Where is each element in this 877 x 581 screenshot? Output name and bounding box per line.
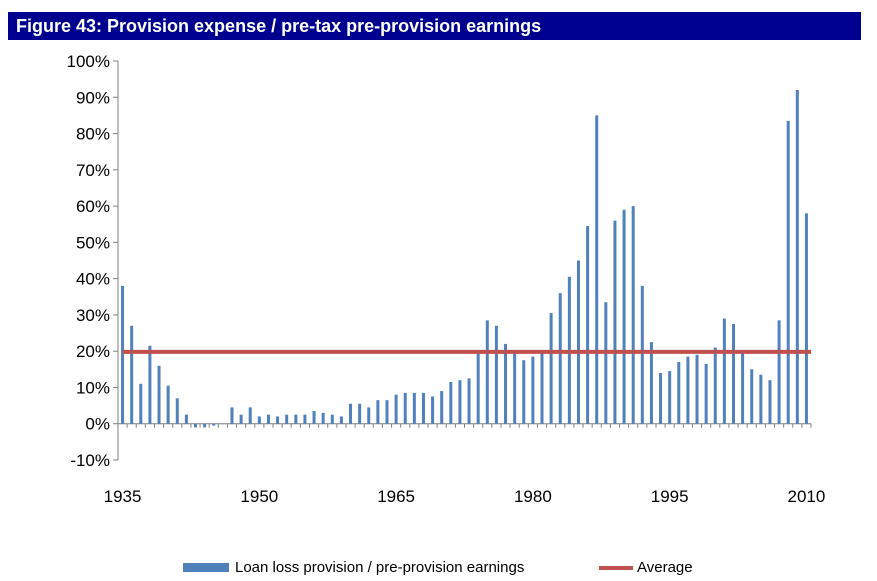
y-tick-label: 30% xyxy=(76,306,110,325)
x-tick-label: 1995 xyxy=(651,487,689,506)
bar xyxy=(121,285,125,424)
bar xyxy=(586,226,590,424)
bar xyxy=(239,414,243,424)
bar xyxy=(458,380,462,424)
bar xyxy=(640,285,644,424)
bar xyxy=(285,414,289,424)
chart-title: Figure 43: Provision expense / pre-tax p… xyxy=(16,16,542,36)
bar xyxy=(330,414,334,424)
bar xyxy=(403,392,407,424)
bar xyxy=(248,407,252,424)
bar xyxy=(531,356,535,424)
bar xyxy=(631,206,635,424)
y-tick-label: 100% xyxy=(67,52,110,71)
bar xyxy=(412,392,416,424)
bar xyxy=(613,220,617,424)
bar xyxy=(339,416,343,424)
bar xyxy=(139,383,143,424)
bar xyxy=(494,325,498,424)
bar xyxy=(431,396,435,424)
bar xyxy=(194,423,198,428)
bar xyxy=(659,372,663,424)
bar xyxy=(795,90,799,424)
bar xyxy=(649,342,653,424)
bar xyxy=(157,365,161,424)
bar xyxy=(558,293,562,424)
bar xyxy=(485,320,489,424)
bar xyxy=(504,343,508,424)
y-tick-label: 10% xyxy=(76,378,110,397)
bar xyxy=(467,378,471,424)
bar xyxy=(750,369,754,424)
x-tick-label: 1935 xyxy=(104,487,142,506)
legend-swatch-bars xyxy=(183,563,229,572)
y-tick-label: 80% xyxy=(76,125,110,144)
bar xyxy=(221,423,225,425)
bar xyxy=(367,407,371,424)
bar xyxy=(759,374,763,424)
bar xyxy=(576,260,580,424)
y-tick-label: 90% xyxy=(76,88,110,107)
y-tick-label: 50% xyxy=(76,233,110,252)
bar xyxy=(294,414,298,424)
y-tick-label: -10% xyxy=(70,451,110,470)
bar xyxy=(540,352,544,424)
y-tick-label: 70% xyxy=(76,161,110,180)
bar xyxy=(786,120,790,424)
bar xyxy=(731,323,735,424)
bar xyxy=(768,380,772,424)
bar xyxy=(257,416,261,424)
bar xyxy=(595,115,599,424)
y-tick-label: 0% xyxy=(85,415,110,434)
bar xyxy=(303,414,307,424)
bar xyxy=(549,313,553,424)
bar xyxy=(184,414,188,424)
y-tick-label: 40% xyxy=(76,270,110,289)
bar xyxy=(212,423,216,426)
bar xyxy=(148,345,152,424)
legend-label-average: Average xyxy=(637,559,693,576)
y-tick-label: 60% xyxy=(76,197,110,216)
bar xyxy=(203,423,207,428)
x-tick-label: 1980 xyxy=(514,487,552,506)
bar xyxy=(449,382,453,424)
bar xyxy=(266,414,270,424)
x-tick-label: 1950 xyxy=(240,487,278,506)
bar xyxy=(358,403,362,424)
bar xyxy=(476,352,480,424)
bar xyxy=(276,416,280,424)
bar xyxy=(622,209,626,424)
y-tick-label: 20% xyxy=(76,342,110,361)
bar xyxy=(312,411,316,424)
bar xyxy=(704,363,708,424)
bar xyxy=(166,385,170,424)
bar xyxy=(321,412,325,424)
bar xyxy=(741,352,745,424)
bar xyxy=(686,356,690,424)
bar xyxy=(349,403,353,424)
bar xyxy=(421,392,425,424)
bar xyxy=(695,354,699,424)
legend-label-bars: Loan loss provision / pre-provision earn… xyxy=(235,559,524,576)
bar xyxy=(722,318,726,424)
bar xyxy=(230,407,234,424)
bar xyxy=(668,371,672,424)
bar xyxy=(677,362,681,424)
bar xyxy=(777,320,781,424)
bar xyxy=(385,400,389,424)
bar xyxy=(804,213,808,424)
chart-title-bar: Figure 43: Provision expense / pre-tax p… xyxy=(8,12,861,40)
bar xyxy=(394,394,398,424)
bar xyxy=(513,352,517,424)
bar xyxy=(713,347,717,424)
bar xyxy=(440,391,444,424)
bar xyxy=(376,400,380,424)
bar xyxy=(522,360,526,424)
bar xyxy=(175,398,179,424)
x-tick-label: 2010 xyxy=(788,487,826,506)
x-tick-label: 1965 xyxy=(377,487,415,506)
bar xyxy=(130,325,134,424)
bar xyxy=(604,302,608,424)
